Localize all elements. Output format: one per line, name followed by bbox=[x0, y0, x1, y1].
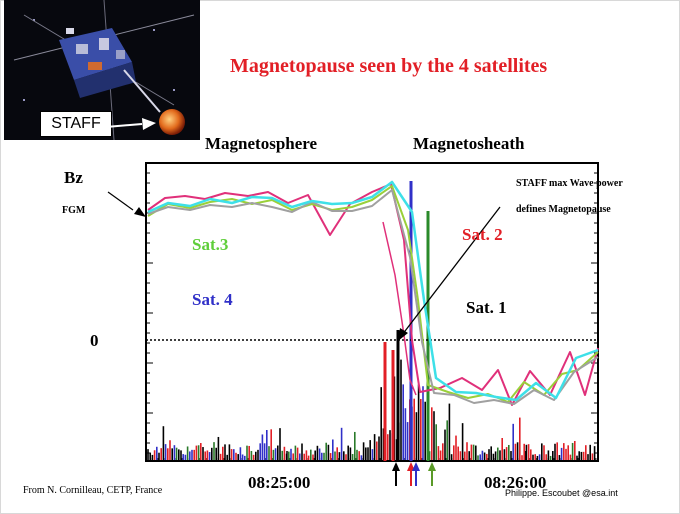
staff-wave-power-bars bbox=[147, 181, 596, 461]
region-label-magnetosphere: Magnetosphere bbox=[205, 134, 318, 153]
y-ticks-right bbox=[591, 172, 598, 454]
staff-badge-arrow-line bbox=[93, 123, 143, 129]
bz-trace-cyan bbox=[147, 180, 599, 402]
x-tick-label-0825: 08:25:00 bbox=[248, 473, 311, 492]
x-tick-label-0826: 08:26:00 bbox=[484, 473, 547, 492]
bz-pointer-line bbox=[107, 191, 134, 211]
bz-pointer-arrowhead bbox=[134, 207, 146, 217]
slide-title: Magnetopause seen by the 4 satellites bbox=[230, 55, 548, 77]
legend-sat-2: Sat. 2 bbox=[462, 225, 503, 244]
crossing-arrow-head bbox=[428, 462, 436, 471]
magnetopause-crossing-arrows bbox=[392, 462, 436, 486]
staff-badge-arrowhead bbox=[142, 118, 156, 130]
legend-sat-1: Sat. 1 bbox=[466, 298, 507, 317]
y-zero-label: 0 bbox=[90, 331, 99, 350]
staff-annotation-line2: defines Magnetopause bbox=[516, 204, 611, 215]
crossing-arrow-head bbox=[412, 462, 420, 471]
credit-left: From N. Cornilleau, CETP, France bbox=[23, 485, 163, 496]
staff-pointer-arrowhead bbox=[398, 328, 408, 341]
crossing-arrow-head bbox=[392, 462, 400, 471]
bz-trace-gray bbox=[147, 189, 599, 405]
plot-frame bbox=[145, 162, 599, 462]
legend-sat-4: Sat. 4 bbox=[192, 290, 233, 309]
staff-badge: STAFF bbox=[40, 111, 112, 137]
region-label-magnetosheath: Magnetosheath bbox=[413, 134, 525, 153]
instrument-label-fgm: FGM bbox=[62, 205, 86, 216]
legend-sat-3: Sat.3 bbox=[192, 235, 229, 254]
credit-right: Philippe. Escoubet @esa.int bbox=[505, 488, 618, 498]
staff-pointer-line bbox=[401, 206, 501, 336]
bz-trace-green bbox=[147, 185, 599, 403]
y-axis-label-bz: Bz bbox=[64, 168, 83, 187]
staff-annotation-line1: STAFF max Wave power bbox=[516, 178, 623, 189]
